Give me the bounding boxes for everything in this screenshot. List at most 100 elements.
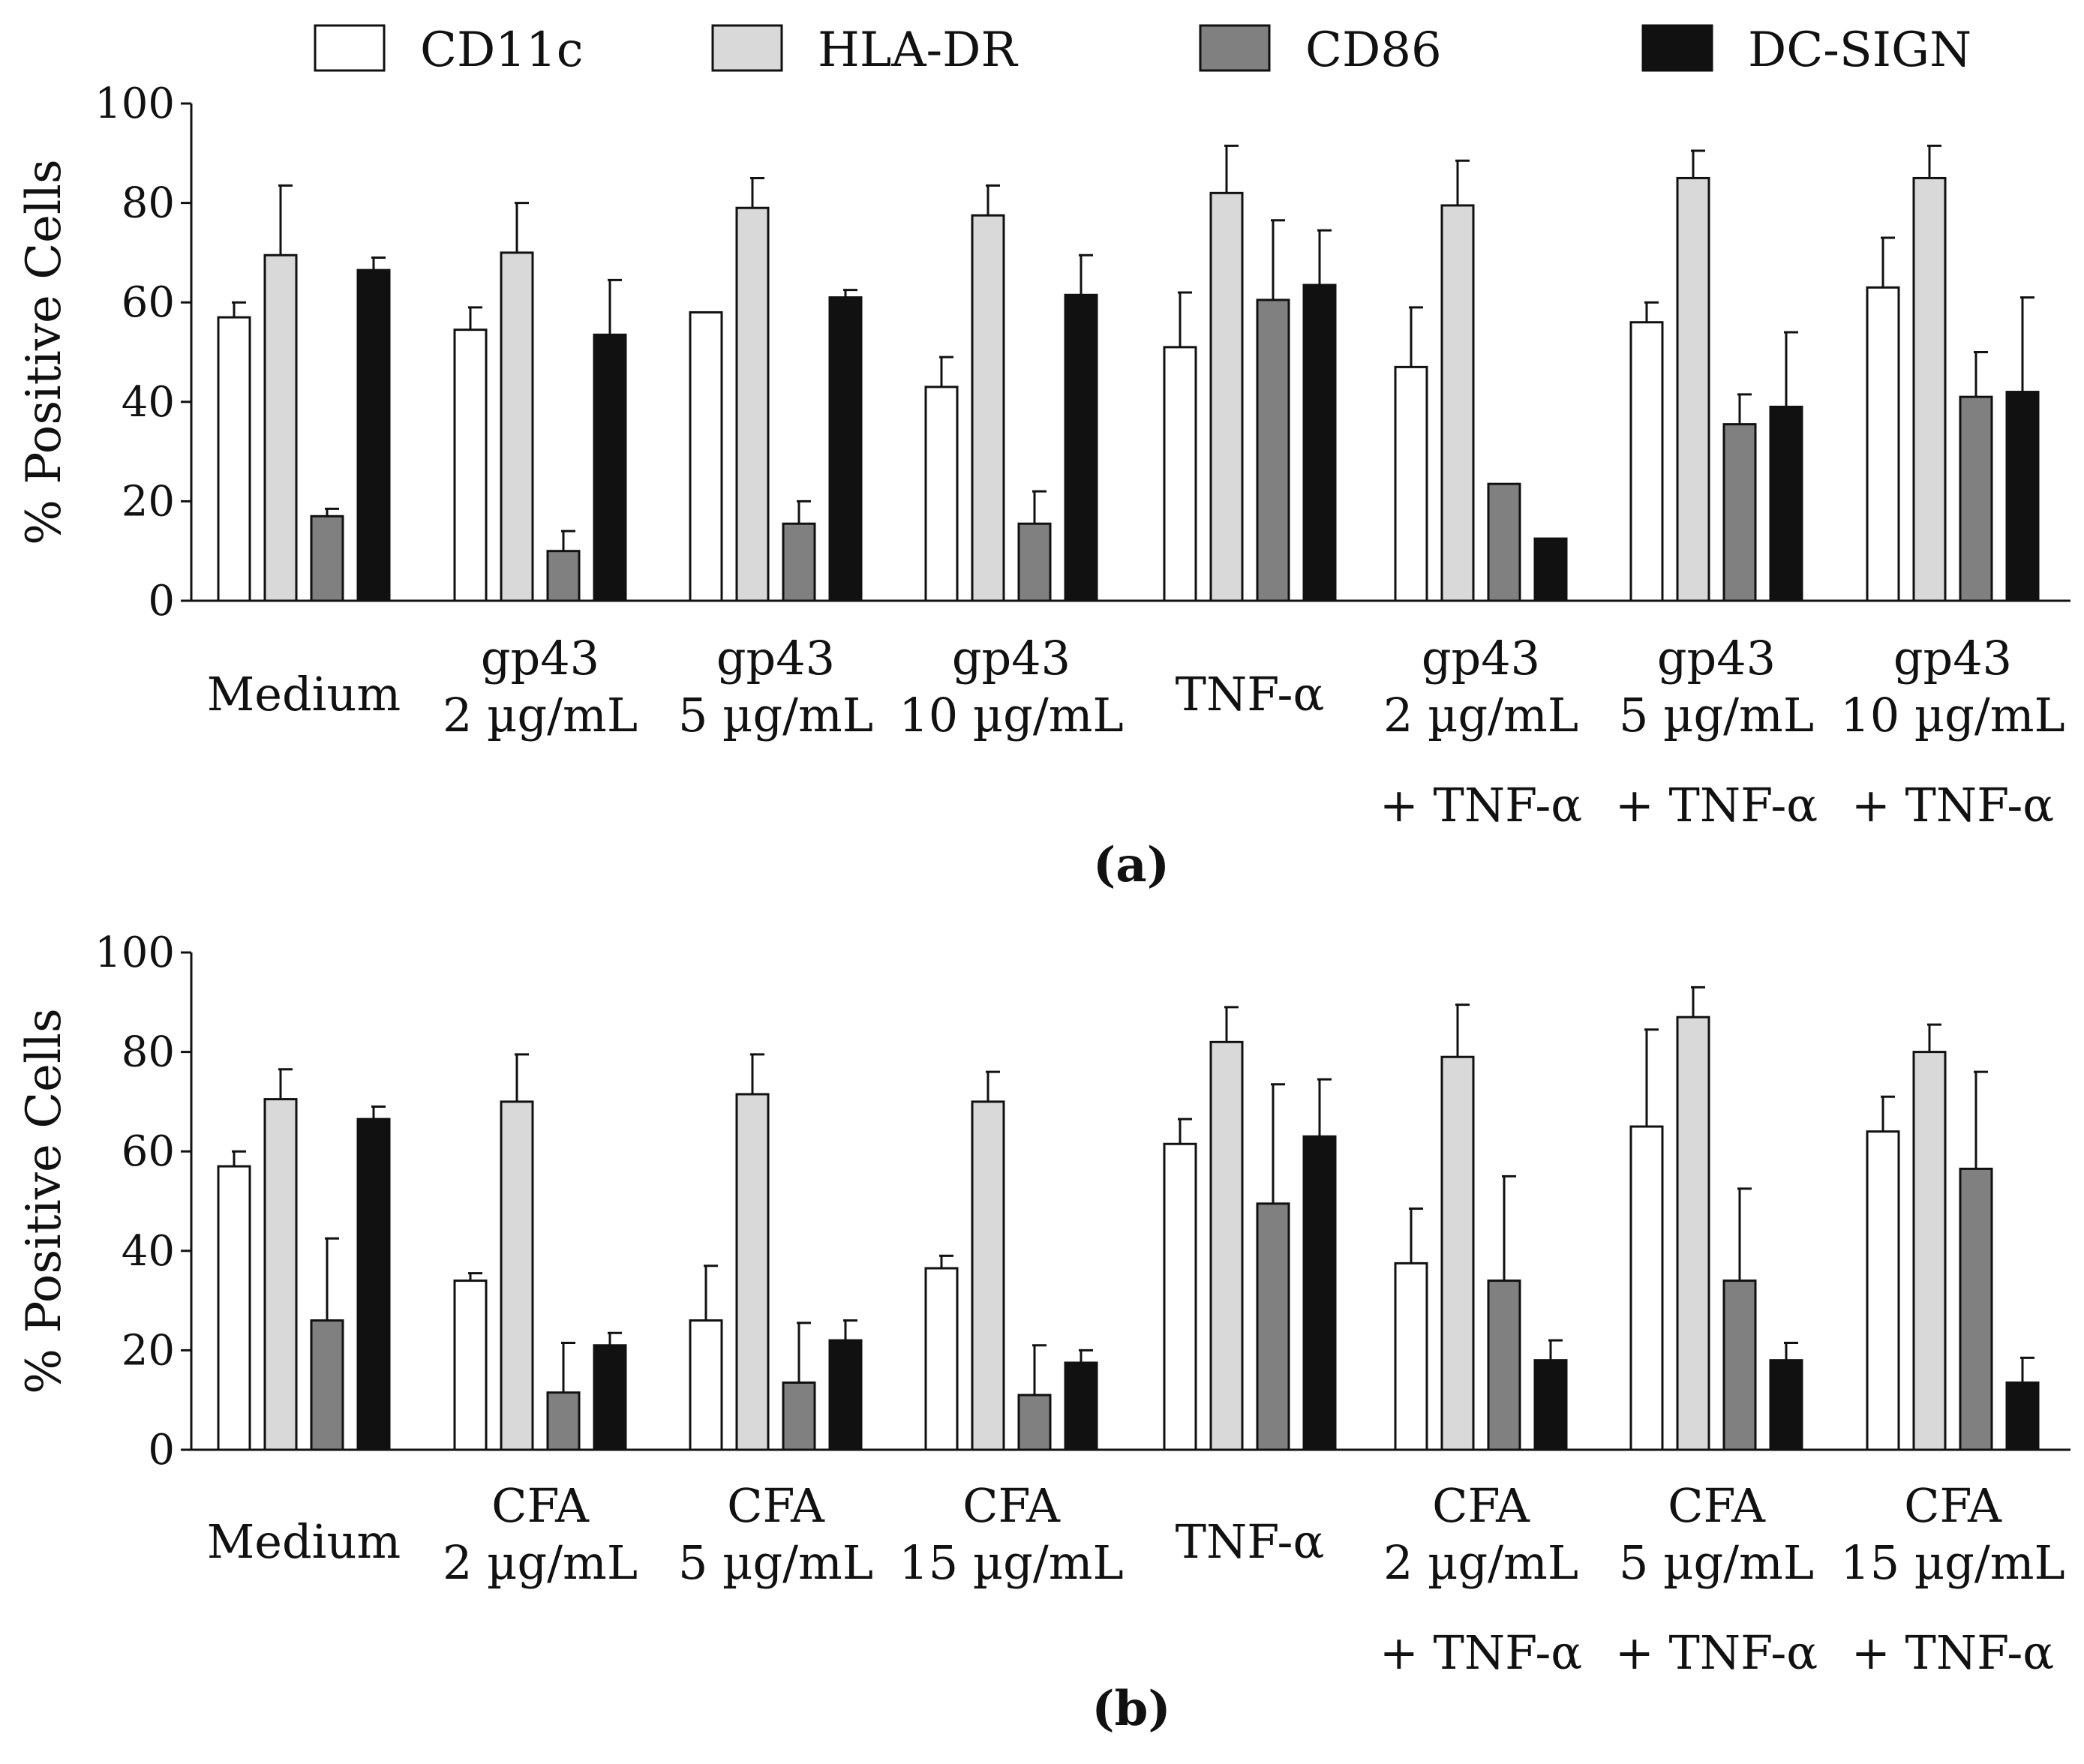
bar-hla-dr-7 xyxy=(1912,176,1947,602)
category-label-6-line-1: 5 µg/mL xyxy=(1619,1535,1814,1590)
y-axis-label: % Positive Cells xyxy=(17,159,72,545)
bar-cd11c-0 xyxy=(217,316,251,602)
category-label-7-line-0: CFA xyxy=(1904,1478,2002,1533)
category-label-1-line-1: 2 µg/mL xyxy=(443,1535,638,1590)
category-label-4-line-0: TNF-α xyxy=(1176,1514,1325,1569)
category-label-1-line-1: 2 µg/mL xyxy=(443,688,638,742)
bar-dc-sign-4 xyxy=(1302,284,1337,602)
bar-cd86-4 xyxy=(1256,298,1290,602)
y-tick-label: 40 xyxy=(122,1227,175,1276)
category-label-1-line-0: CFA xyxy=(491,1478,590,1533)
y-tick-label: 0 xyxy=(148,577,175,626)
bar-hla-dr-0 xyxy=(263,1098,298,1451)
category-label-2-line-0: gp43 xyxy=(716,631,835,686)
bar-hla-dr-2 xyxy=(735,1093,770,1451)
bar-cd11c-4 xyxy=(1163,1142,1197,1451)
category-label-4-line-0: TNF-α xyxy=(1176,667,1325,722)
category-label-2-line-1: 5 µg/mL xyxy=(678,688,873,742)
panel-tag: (a) xyxy=(1093,837,1170,893)
legend-swatch-dc-sign xyxy=(1641,24,1713,72)
bar-hla-dr-5 xyxy=(1440,204,1475,602)
bar-hla-dr-4 xyxy=(1209,1040,1244,1451)
bar-dc-sign-2 xyxy=(828,296,863,602)
legend: CD11c HLA-DR CD86 DC-SIGN xyxy=(314,22,1971,78)
bar-dc-sign-7 xyxy=(2005,391,2040,602)
bar-cd11c-5 xyxy=(1394,365,1428,602)
bar-hla-dr-7 xyxy=(1912,1051,1947,1451)
bar-hla-dr-3 xyxy=(971,214,1005,602)
y-axis-label: % Positive Cells xyxy=(17,1008,72,1394)
bar-hla-dr-4 xyxy=(1209,191,1244,602)
bar-cd11c-7 xyxy=(1866,1130,1900,1451)
bar-dc-sign-1 xyxy=(593,1344,627,1451)
bar-hla-dr-3 xyxy=(971,1100,1005,1451)
category-label-6-line-1: 5 µg/mL xyxy=(1619,688,1814,742)
y-tick-label: 80 xyxy=(122,179,175,228)
bar-hla-dr-0 xyxy=(263,254,298,602)
bar-cd86-2 xyxy=(782,1381,816,1451)
bar-hla-dr-1 xyxy=(500,1100,534,1451)
bar-cd86-6 xyxy=(1722,1280,1757,1451)
y-tick-label: 80 xyxy=(122,1028,175,1077)
bar-cd11c-2 xyxy=(689,1319,723,1451)
category-label-7-line-1: 10 µg/mL xyxy=(1840,688,2064,742)
bar-cd86-3 xyxy=(1017,522,1052,602)
category-label-3-line-1: 10 µg/mL xyxy=(899,688,1123,742)
bar-hla-dr-2 xyxy=(735,206,770,602)
y-tick-label: 40 xyxy=(122,378,175,427)
y-tick-label: 60 xyxy=(122,1127,175,1176)
bar-cd11c-7 xyxy=(1866,286,1900,602)
category-label-6-line-2: + TNF-α xyxy=(1615,778,1818,832)
category-label-3-line-0: CFA xyxy=(962,1478,1061,1533)
bar-dc-sign-5 xyxy=(1533,537,1568,602)
category-label-5-line-2: + TNF-α xyxy=(1380,778,1582,832)
category-label-2-line-0: CFA xyxy=(727,1478,825,1533)
category-label-6-line-2: + TNF-α xyxy=(1615,1625,1818,1680)
legend-swatch-cd11c xyxy=(314,24,386,72)
bar-dc-sign-5 xyxy=(1533,1359,1568,1451)
bar-cd11c-0 xyxy=(217,1165,251,1451)
bar-dc-sign-4 xyxy=(1302,1135,1337,1451)
bar-cd86-7 xyxy=(1959,395,1993,602)
category-label-7-line-2: + TNF-α xyxy=(1851,1625,2054,1680)
bar-cd86-3 xyxy=(1017,1394,1052,1451)
category-label-3-line-1: 15 µg/mL xyxy=(899,1535,1123,1590)
y-tick-label: 20 xyxy=(122,477,175,526)
bar-cd11c-3 xyxy=(924,1267,959,1451)
legend-swatch-hla-dr xyxy=(711,24,783,72)
bar-cd86-5 xyxy=(1487,482,1521,602)
bar-dc-sign-6 xyxy=(1769,405,1803,602)
legend-swatch-cd86 xyxy=(1199,24,1271,72)
bar-dc-sign-3 xyxy=(1064,293,1098,602)
category-label-0-line-0: Medium xyxy=(207,667,401,722)
bar-dc-sign-6 xyxy=(1769,1359,1803,1451)
category-label-5-line-1: 2 µg/mL xyxy=(1383,1535,1578,1590)
bar-hla-dr-6 xyxy=(1676,1016,1710,1451)
category-label-5-line-2: + TNF-α xyxy=(1380,1625,1582,1680)
bar-cd86-2 xyxy=(782,522,816,602)
bar-cd11c-6 xyxy=(1629,321,1664,602)
category-label-5-line-0: CFA xyxy=(1432,1478,1530,1533)
bar-cd11c-6 xyxy=(1629,1125,1664,1451)
legend-label-hla-dr: HLA-DR xyxy=(818,22,1018,78)
bar-dc-sign-3 xyxy=(1064,1361,1098,1451)
legend-label-cd86: CD86 xyxy=(1305,22,1442,78)
bar-cd11c-5 xyxy=(1394,1262,1428,1451)
bar-dc-sign-7 xyxy=(2005,1381,2040,1451)
category-label-6-line-0: CFA xyxy=(1668,1478,1766,1533)
y-tick-label: 100 xyxy=(95,80,175,128)
bar-cd86-1 xyxy=(546,550,581,602)
category-label-2-line-1: 5 µg/mL xyxy=(678,1535,873,1590)
bar-hla-dr-1 xyxy=(500,251,534,602)
bar-cd86-0 xyxy=(310,1319,344,1451)
bar-cd86-4 xyxy=(1256,1202,1290,1451)
category-label-6-line-0: gp43 xyxy=(1657,631,1776,686)
bar-cd86-1 xyxy=(546,1391,581,1451)
bar-hla-dr-6 xyxy=(1676,176,1710,602)
y-tick-label: 100 xyxy=(95,928,175,977)
panel-tag: (b) xyxy=(1092,1681,1170,1737)
category-label-0-line-0: Medium xyxy=(207,1514,401,1569)
bar-hla-dr-5 xyxy=(1440,1055,1475,1451)
